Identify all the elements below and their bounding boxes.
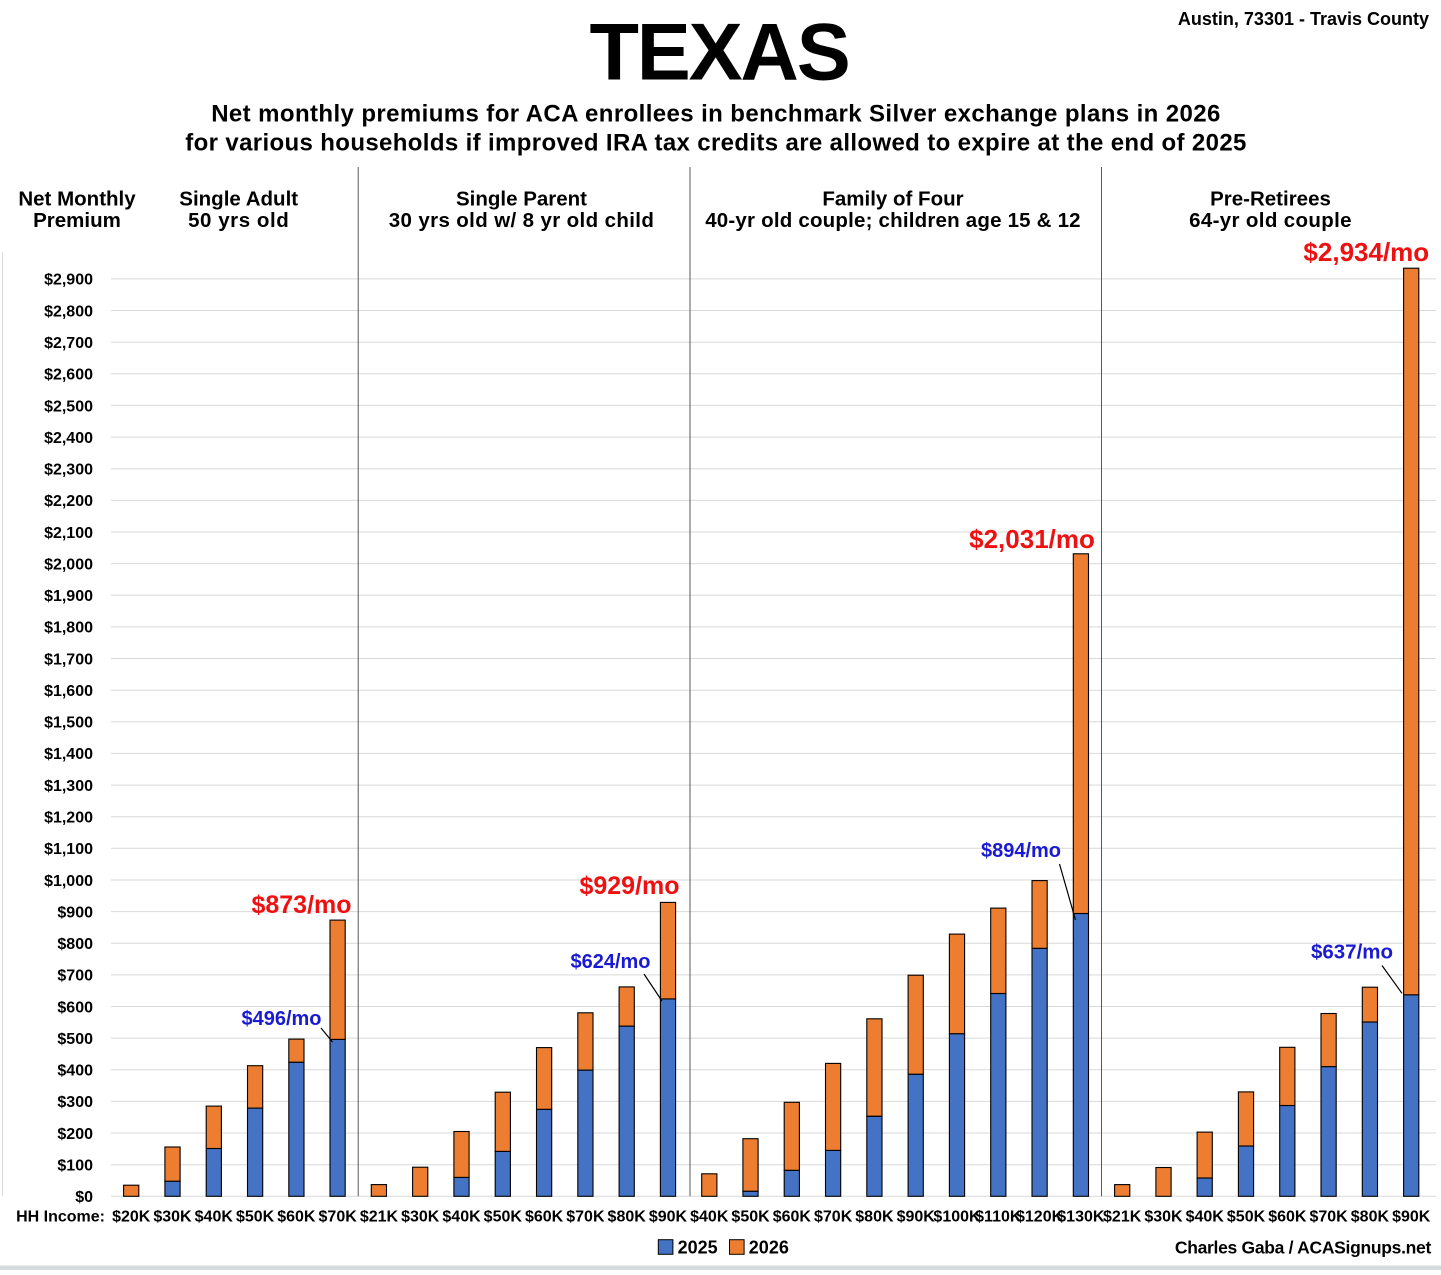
svg-text:$1,900: $1,900	[44, 588, 93, 605]
svg-text:for various households if impr: for various households if improved IRA t…	[185, 130, 1246, 157]
svg-text:$1,400: $1,400	[44, 746, 93, 763]
svg-text:$2,700: $2,700	[44, 335, 93, 352]
svg-text:$90K: $90K	[1392, 1209, 1431, 1226]
svg-text:$500: $500	[57, 1031, 93, 1048]
svg-text:$40K: $40K	[442, 1209, 481, 1226]
svg-text:$1,700: $1,700	[44, 651, 93, 668]
svg-text:$929/mo: $929/mo	[579, 872, 679, 900]
svg-text:$2,300: $2,300	[44, 462, 93, 479]
svg-text:$30K: $30K	[153, 1209, 192, 1226]
svg-text:Austin, 73301 - Travis County: Austin, 73301 - Travis County	[1178, 9, 1429, 29]
svg-text:$70K: $70K	[814, 1209, 853, 1226]
svg-text:$100: $100	[57, 1157, 93, 1174]
svg-text:Net monthly premiums for ACA e: Net monthly premiums for ACA enrollees i…	[211, 101, 1221, 128]
svg-text:$496/mo: $496/mo	[241, 1008, 321, 1030]
svg-text:$130K: $130K	[1057, 1209, 1105, 1226]
svg-text:Family of Four: Family of Four	[822, 188, 963, 211]
svg-text:$700: $700	[57, 968, 93, 985]
svg-text:$50K: $50K	[236, 1209, 275, 1226]
svg-text:$1,100: $1,100	[44, 841, 93, 858]
svg-text:30 yrs old w/ 8 yr old child: 30 yrs old w/ 8 yr old child	[389, 209, 655, 232]
svg-text:TEXAS: TEXAS	[589, 8, 848, 98]
svg-text:$60K: $60K	[773, 1209, 812, 1226]
svg-text:$2,600: $2,600	[44, 367, 93, 384]
svg-text:$80K: $80K	[1351, 1209, 1390, 1226]
svg-text:$2,200: $2,200	[44, 493, 93, 510]
svg-text:Premium: Premium	[33, 209, 121, 232]
svg-text:$2,100: $2,100	[44, 525, 93, 542]
svg-text:$60K: $60K	[525, 1209, 564, 1226]
svg-text:Net Monthly: Net Monthly	[18, 188, 136, 211]
svg-text:$2,900: $2,900	[44, 272, 93, 289]
svg-text:$624/mo: $624/mo	[570, 951, 650, 973]
svg-text:$30K: $30K	[1144, 1209, 1183, 1226]
svg-text:Single Parent: Single Parent	[456, 188, 587, 211]
svg-text:$894/mo: $894/mo	[981, 840, 1061, 862]
svg-text:$200: $200	[57, 1126, 93, 1143]
svg-text:$873/mo: $873/mo	[251, 891, 351, 919]
svg-text:$90K: $90K	[897, 1209, 936, 1226]
svg-text:$70K: $70K	[1309, 1209, 1348, 1226]
svg-text:$40K: $40K	[195, 1209, 234, 1226]
svg-text:$600: $600	[57, 999, 93, 1016]
svg-text:$90K: $90K	[649, 1209, 688, 1226]
svg-text:$80K: $80K	[855, 1209, 894, 1226]
svg-text:$20K: $20K	[112, 1209, 151, 1226]
svg-text:$1,800: $1,800	[44, 620, 93, 637]
svg-text:$0: $0	[75, 1189, 93, 1206]
svg-text:50 yrs old: 50 yrs old	[188, 209, 289, 232]
svg-text:$2,800: $2,800	[44, 303, 93, 320]
svg-text:Charles Gaba / ACASignups.net: Charles Gaba / ACASignups.net	[1175, 1238, 1432, 1258]
svg-text:$2,934/mo: $2,934/mo	[1303, 237, 1429, 267]
svg-text:$2,000: $2,000	[44, 556, 93, 573]
svg-text:$50K: $50K	[484, 1209, 523, 1226]
svg-text:$70K: $70K	[566, 1209, 605, 1226]
svg-text:$800: $800	[57, 936, 93, 953]
svg-text:$60K: $60K	[1268, 1209, 1307, 1226]
svg-text:$110K: $110K	[975, 1209, 1022, 1226]
svg-text:Single Adult: Single Adult	[179, 188, 298, 211]
svg-text:$1,000: $1,000	[44, 873, 93, 890]
svg-text:$21K: $21K	[360, 1209, 399, 1226]
svg-text:$60K: $60K	[277, 1209, 316, 1226]
svg-text:$2,031/mo: $2,031/mo	[969, 524, 1095, 554]
svg-text:Pre-Retirees: Pre-Retirees	[1210, 188, 1331, 211]
svg-text:2025: 2025	[678, 1238, 718, 1258]
svg-text:$1,600: $1,600	[44, 683, 93, 700]
svg-text:$1,300: $1,300	[44, 778, 93, 795]
svg-text:$2,400: $2,400	[44, 430, 93, 447]
svg-text:40-yr old couple; children age: 40-yr old couple; children age 15 & 12	[705, 209, 1081, 232]
svg-text:$637/mo: $637/mo	[1311, 941, 1393, 964]
svg-text:$400: $400	[57, 1063, 93, 1080]
svg-text:$900: $900	[57, 904, 93, 921]
svg-text:HH Income:: HH Income:	[16, 1209, 105, 1226]
svg-text:$70K: $70K	[319, 1209, 358, 1226]
svg-text:$1,500: $1,500	[44, 715, 93, 732]
svg-text:$100K: $100K	[933, 1209, 981, 1226]
svg-text:$40K: $40K	[1186, 1209, 1225, 1226]
svg-text:$21K: $21K	[1103, 1209, 1142, 1226]
svg-text:$300: $300	[57, 1094, 93, 1111]
svg-text:$50K: $50K	[1227, 1209, 1266, 1226]
svg-text:$1,200: $1,200	[44, 809, 93, 826]
svg-text:2026: 2026	[749, 1238, 789, 1258]
svg-text:64-yr old couple: 64-yr old couple	[1189, 209, 1352, 232]
svg-text:$2,500: $2,500	[44, 398, 93, 415]
svg-text:$40K: $40K	[690, 1209, 729, 1226]
svg-text:$50K: $50K	[731, 1209, 770, 1226]
svg-text:$120K: $120K	[1016, 1209, 1064, 1226]
svg-text:$80K: $80K	[608, 1209, 647, 1226]
svg-text:$30K: $30K	[401, 1209, 440, 1226]
